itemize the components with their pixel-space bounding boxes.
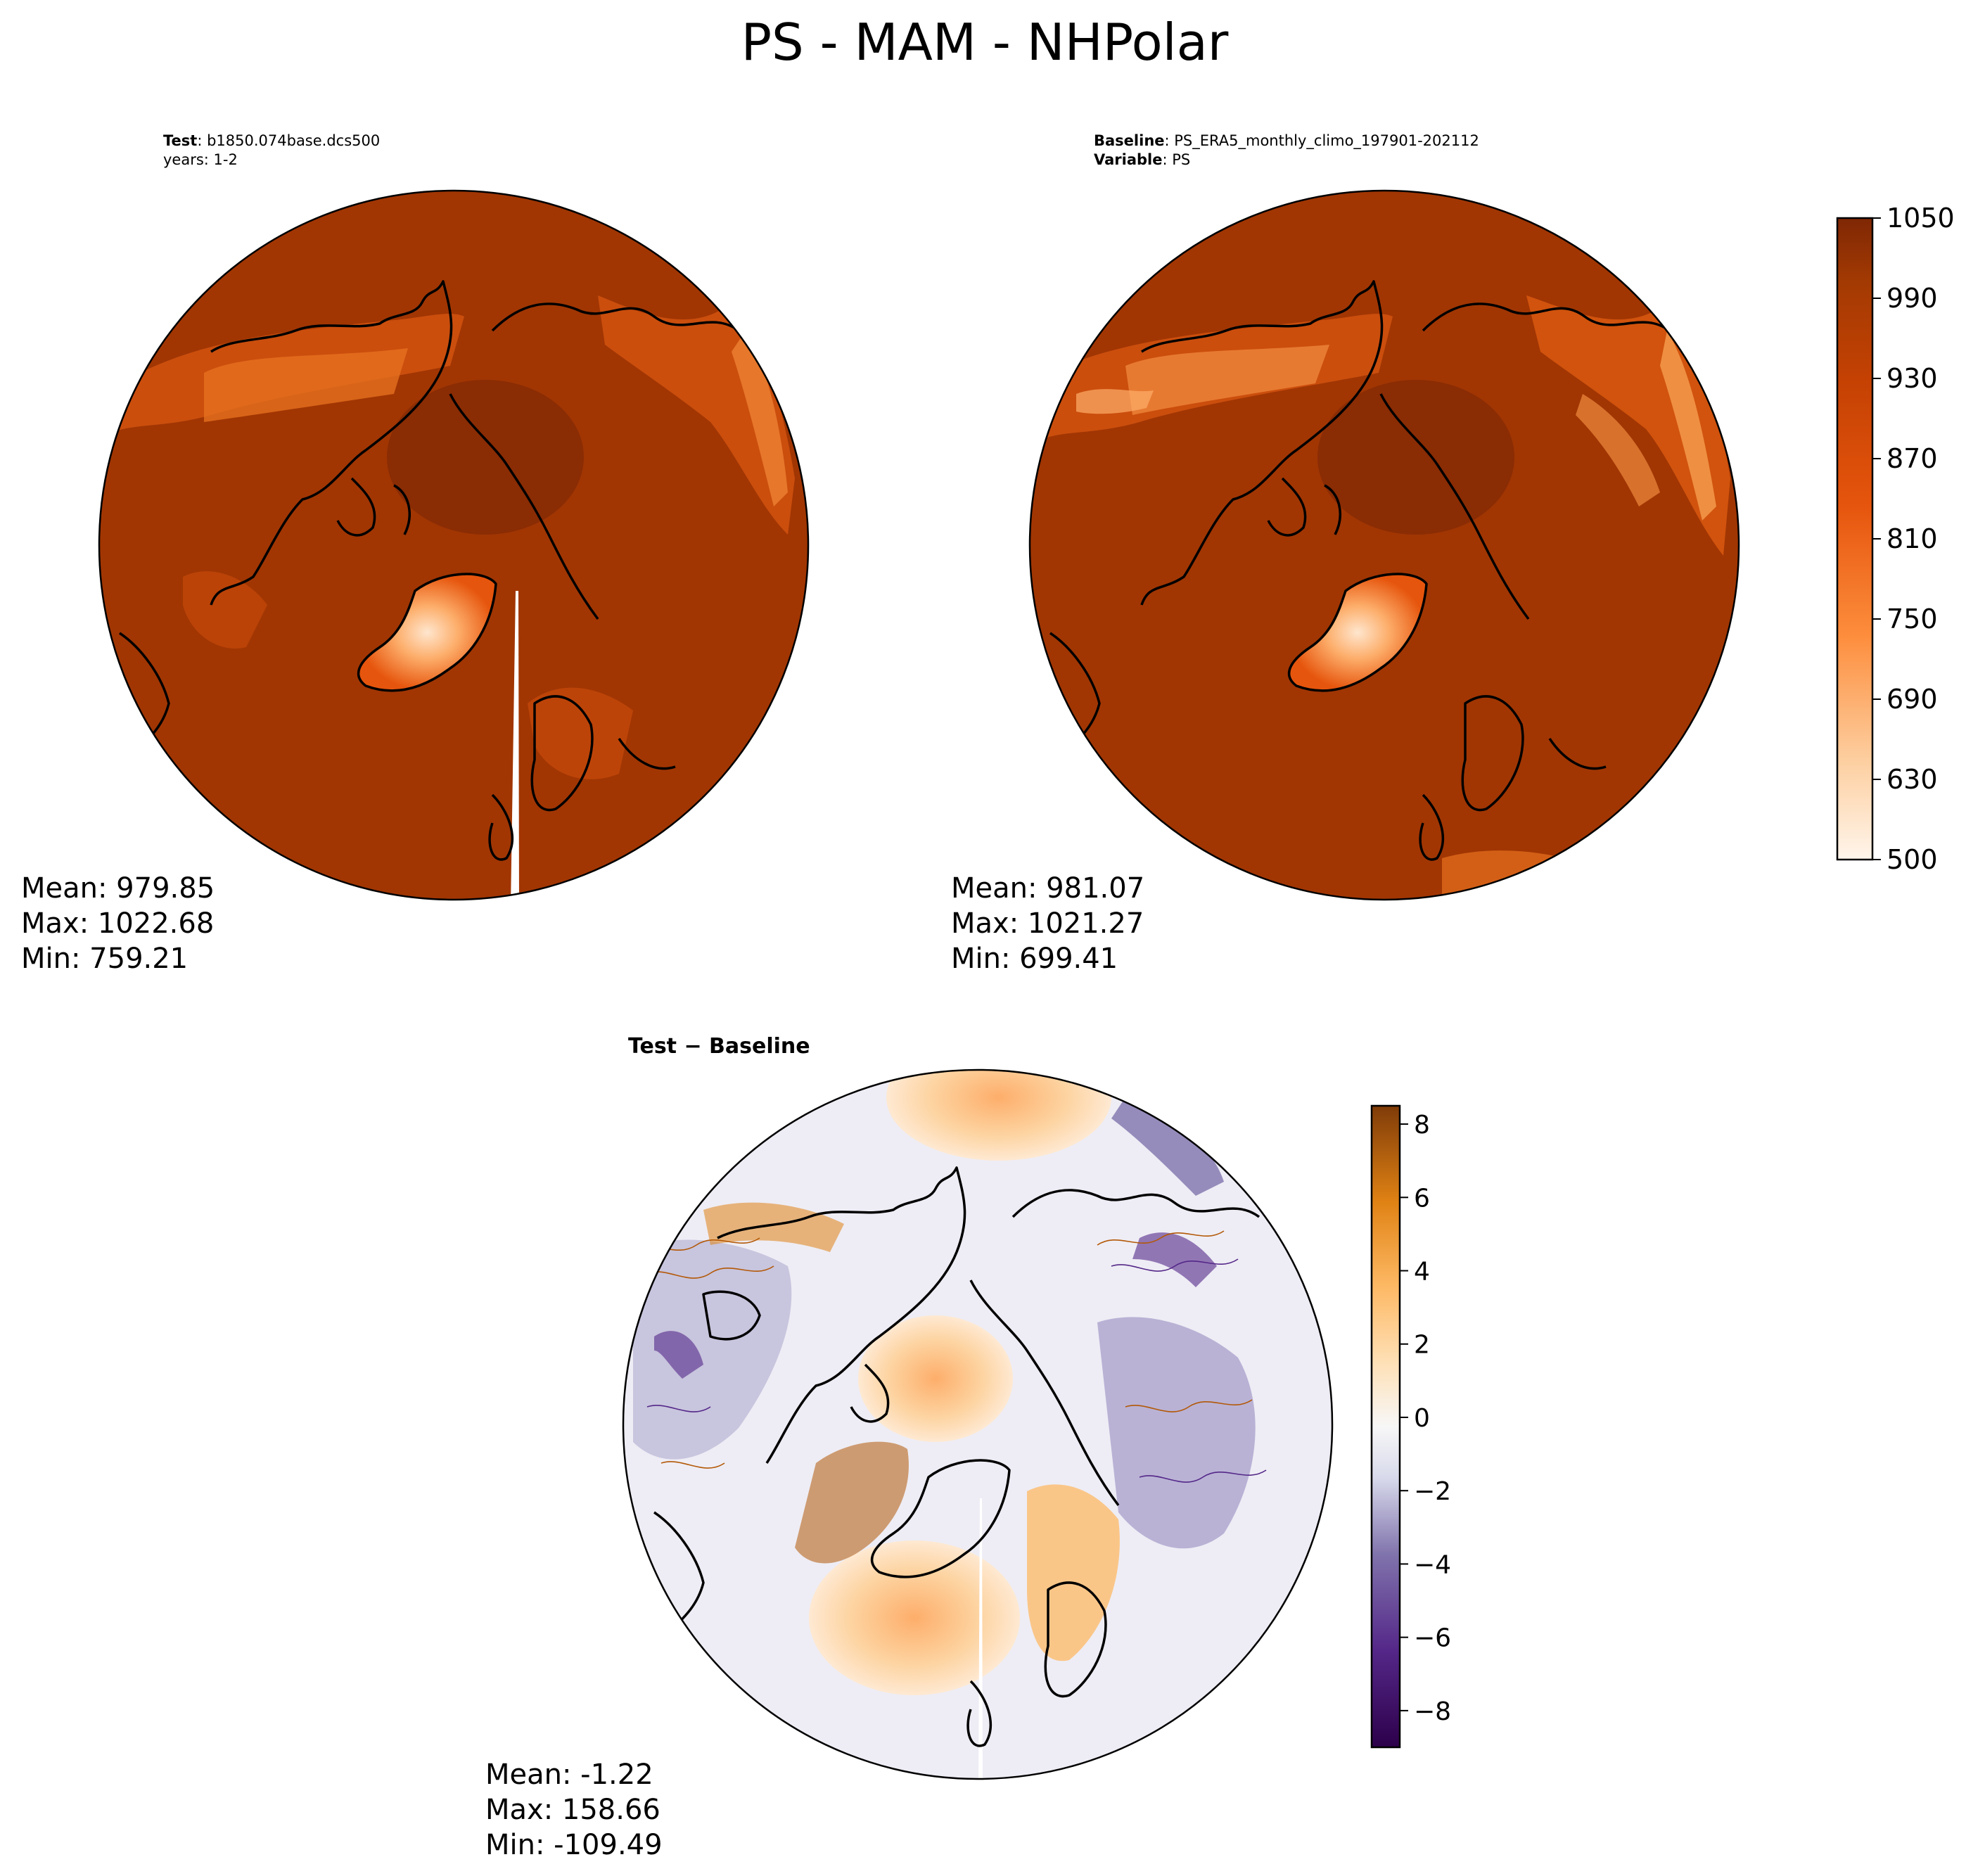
diff-map-boundary [622,1068,1334,1780]
diff-contour-noise [632,1230,1267,1483]
ps-tick-label: 810 [1887,523,1938,554]
diff-colorbar: 8 6 4 2 0 −2 −4 −6 −8 [1370,1104,1451,1749]
baseline-max: Max: 1021.27 [951,907,1144,940]
baseline-stats: Mean: 981.07 Max: 1021.27 Min: 699.41 [951,872,1144,975]
ps-tick-label: 990 [1887,283,1938,314]
test-label-bold: Test [163,132,197,149]
test-mean: Mean: 979.85 [21,872,215,905]
test-stats: Mean: 979.85 Max: 1022.68 Min: 759.21 [21,872,215,975]
test-map [99,191,808,900]
baseline-variable-value: : PS [1162,151,1190,168]
baseline-label-value: : PS_ERA5_monthly_climo_197901-202112 [1165,132,1479,150]
svg-text:Variable: PS: Variable: PS [1094,151,1190,168]
baseline-variable-bold: Variable [1094,151,1162,168]
baseline-map [1030,191,1739,900]
ps-colorbar-ticks: 1050 990 930 870 810 750 690 630 500 [1872,203,1955,875]
ps-tick-label: 930 [1887,363,1938,394]
test-years: years: 1-2 [163,151,238,168]
diff-tick-label: −8 [1414,1697,1451,1726]
ps-tick-label: 500 [1887,844,1938,875]
test-panel-header: Test: b1850.074base.dcs500 years: 1-2 [163,132,380,168]
diff-max: Max: 158.66 [485,1794,660,1826]
diff-tick-label: −6 [1414,1624,1451,1653]
diff-colorbar-bar [1370,1104,1401,1749]
baseline-mean: Mean: 981.07 [951,872,1144,905]
diff-tick-label: 6 [1414,1184,1430,1213]
ps-tick-label: 1050 [1887,203,1955,234]
ps-colorbar: 1050 990 930 870 810 750 690 630 500 [1836,203,1955,875]
ps-tick-label: 630 [1887,764,1938,795]
diff-tick-label: 4 [1414,1258,1430,1287]
diff-colorbar-ticks: 8 6 4 2 0 −2 −4 −6 −8 [1400,1111,1451,1726]
test-map-boundary [98,189,810,901]
baseline-min: Min: 699.41 [951,943,1118,975]
test-label-value: : b1850.074base.dcs500 [197,132,380,149]
test-max: Max: 1022.68 [21,907,214,940]
diff-coastlines [653,1166,1260,1747]
baseline-map-boundary [1028,189,1740,901]
diff-mean: Mean: -1.22 [485,1759,653,1791]
baseline-label-bold: Baseline [1094,132,1165,149]
diff-tick-label: −4 [1414,1550,1451,1579]
diff-stats: Mean: -1.22 Max: 158.66 Min: -109.49 [485,1759,663,1861]
diff-tick-label: −2 [1414,1477,1451,1506]
diff-map [623,1070,1332,1779]
ps-tick-label: 750 [1887,604,1938,634]
test-min: Min: 759.21 [21,943,188,975]
baseline-panel-header: Baseline: PS_ERA5_monthly_climo_197901-2… [1094,132,1479,168]
diff-tick-label: 2 [1414,1331,1430,1360]
figure-title: PS - MAM - NHPolar [741,13,1229,72]
svg-text:Baseline: PS_ERA5_monthly_clim: Baseline: PS_ERA5_monthly_climo_197901-2… [1094,132,1479,150]
diff-tick-label: 8 [1414,1111,1430,1140]
baseline-coastlines [1049,280,1671,861]
diff-min: Min: -109.49 [485,1829,663,1861]
diff-panel-header: Test − Baseline [628,1034,810,1059]
svg-text:Test: b1850.074base.dcs500: Test: b1850.074base.dcs500 [163,132,380,149]
ps-tick-label: 870 [1887,443,1938,474]
ps-tick-label: 690 [1887,684,1938,715]
diff-tick-label: 0 [1414,1404,1430,1433]
ps-colorbar-bar [1836,217,1874,861]
